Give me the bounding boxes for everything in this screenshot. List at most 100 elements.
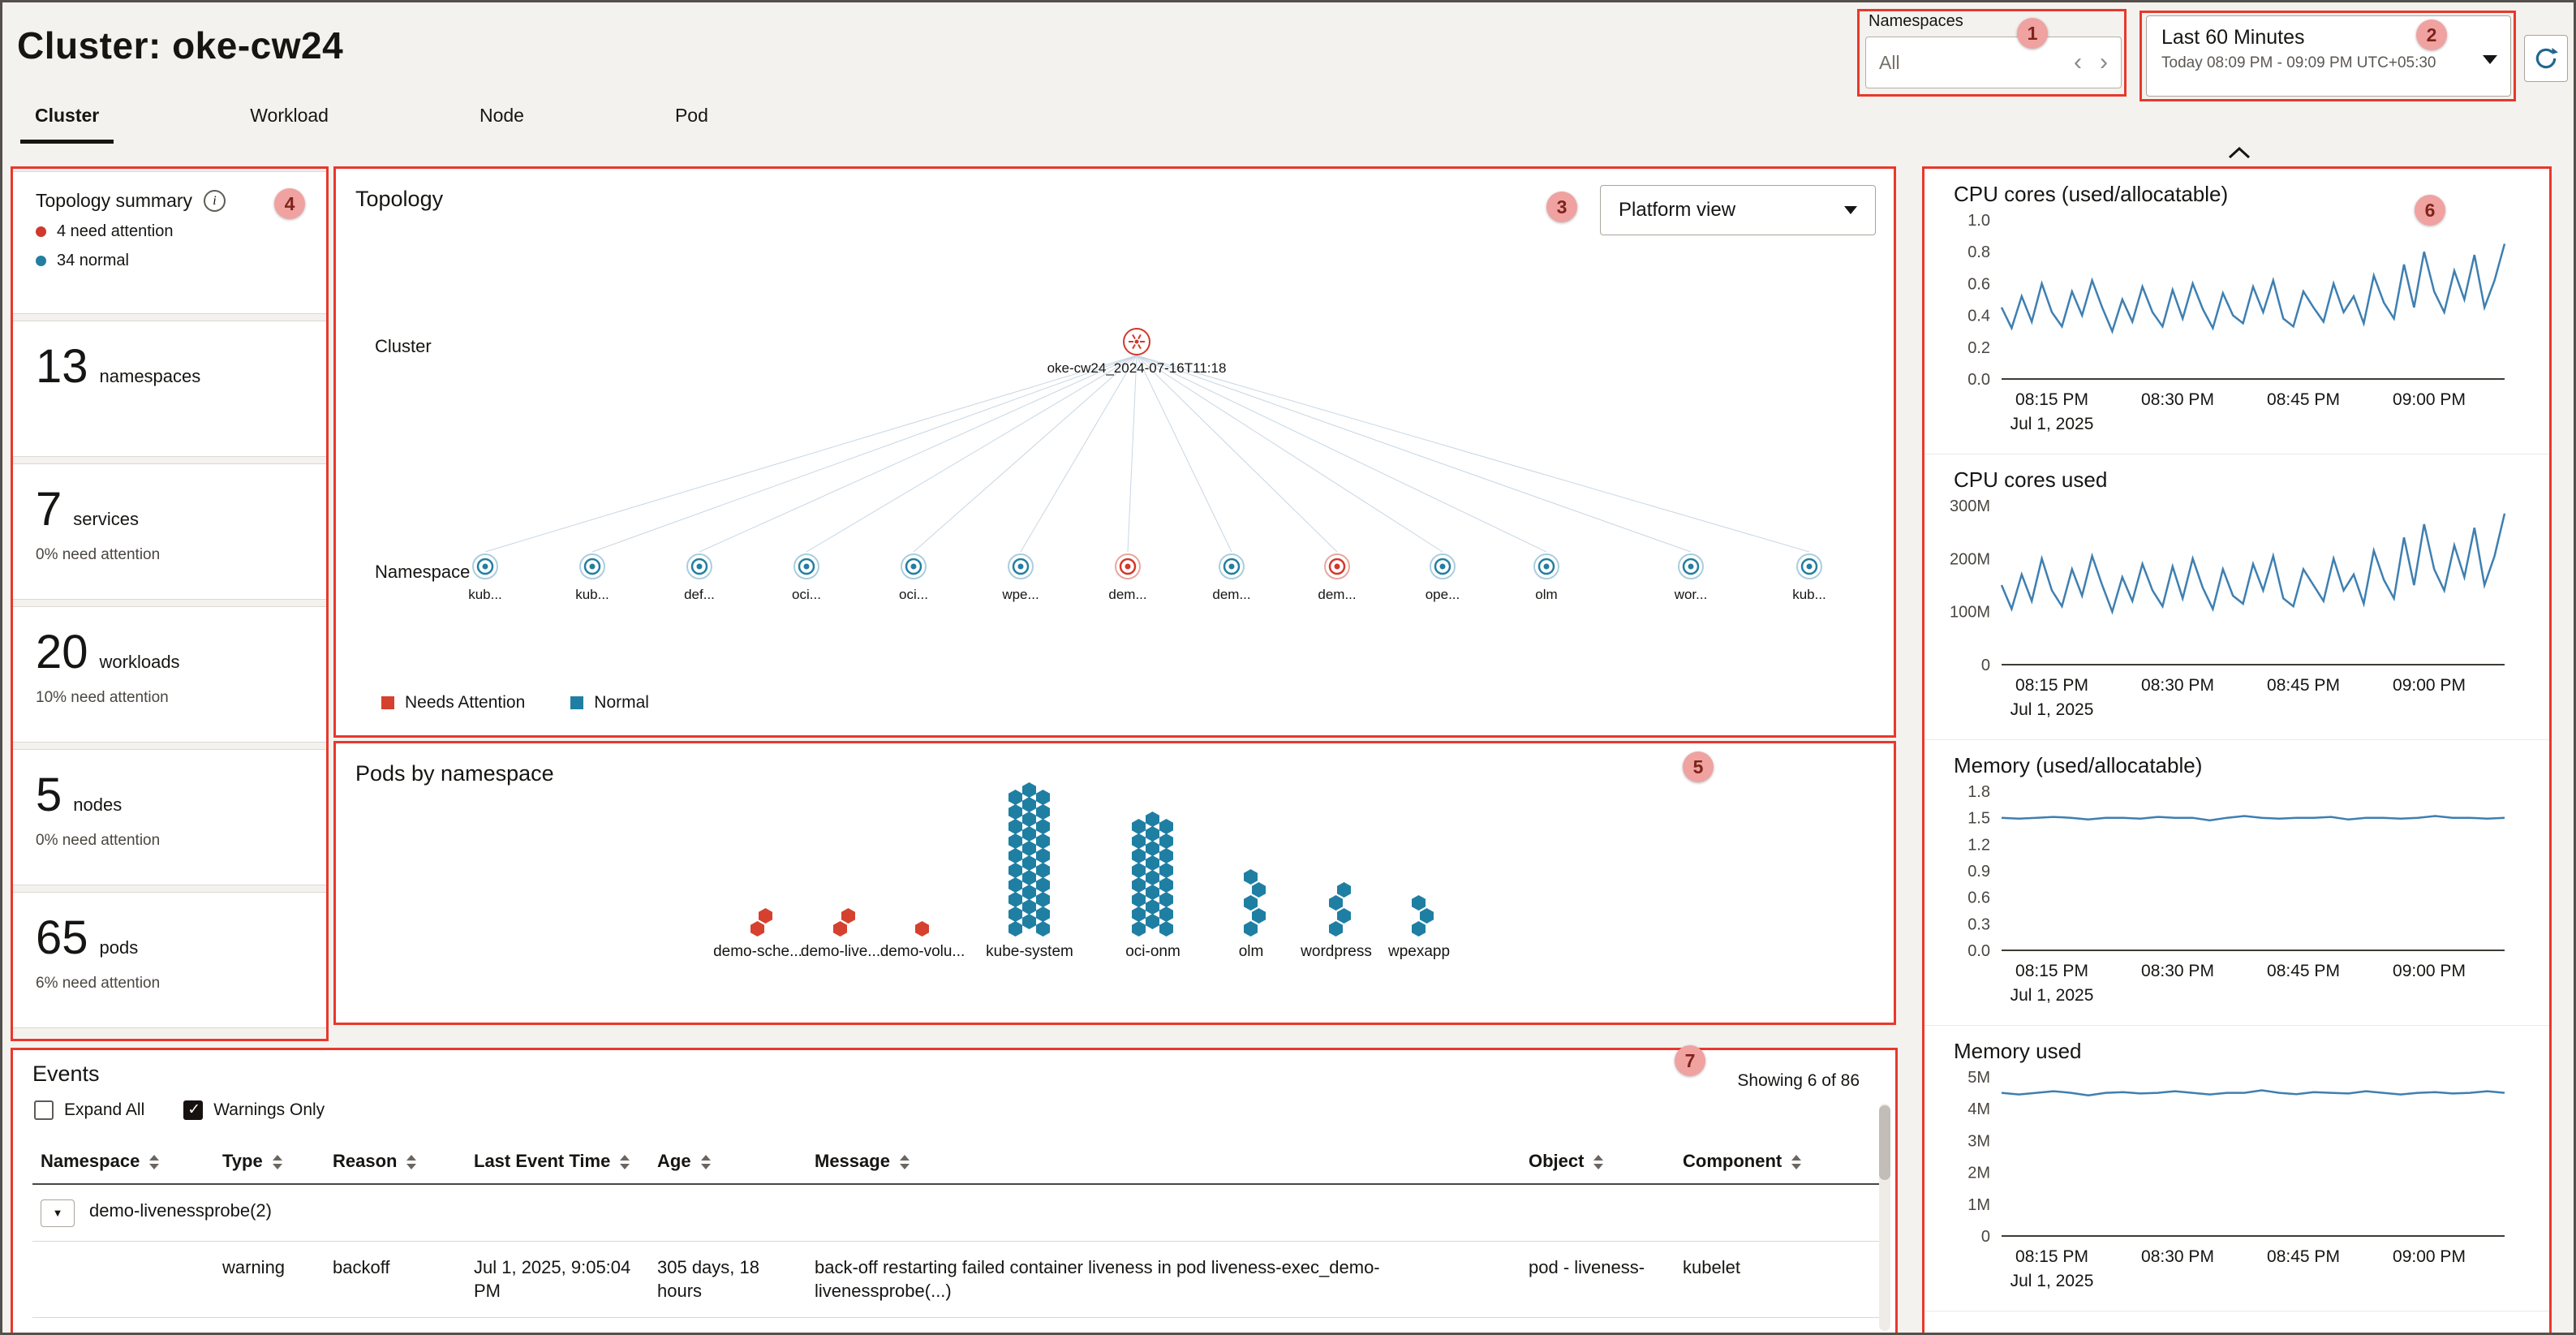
info-icon[interactable]: i bbox=[204, 190, 226, 212]
pod-hex-icon bbox=[833, 921, 847, 937]
sort-icon[interactable] bbox=[149, 1155, 160, 1169]
column-header-object[interactable]: Object bbox=[1520, 1139, 1675, 1185]
namespace-node[interactable]: kub... bbox=[1792, 553, 1826, 602]
pod-hex-icon bbox=[1132, 921, 1146, 937]
stat-value: 65 bbox=[36, 911, 88, 964]
namespace-row-label: Namespace bbox=[375, 562, 471, 582]
svg-text:08:30 PM: 08:30 PM bbox=[2141, 962, 2214, 980]
svg-text:0.6: 0.6 bbox=[1967, 889, 1990, 907]
namespace-node-label: kub... bbox=[1792, 587, 1826, 602]
namespace-node[interactable]: oci... bbox=[792, 553, 821, 602]
topology-panel: Topology Platform view Cluster Namespace… bbox=[335, 168, 1894, 736]
stat-label: namespaces bbox=[99, 366, 201, 386]
sort-icon[interactable] bbox=[406, 1155, 417, 1169]
svg-text:08:15 PM: 08:15 PM bbox=[2015, 1247, 2088, 1266]
svg-text:0.4: 0.4 bbox=[1967, 308, 1990, 325]
column-header-message[interactable]: Message bbox=[806, 1139, 1520, 1185]
svg-text:0: 0 bbox=[1981, 657, 1990, 674]
sort-icon[interactable] bbox=[620, 1155, 630, 1169]
tab-cluster[interactable]: Cluster bbox=[20, 98, 114, 144]
events-scrollbar[interactable] bbox=[1879, 1104, 1890, 1331]
pod-hex-icon bbox=[1159, 907, 1173, 922]
tab-pod[interactable]: Pod bbox=[674, 105, 708, 126]
namespace-node-label: dem... bbox=[1318, 587, 1356, 602]
column-header-last-event-time[interactable]: Last Event Time bbox=[466, 1139, 649, 1185]
pod-hex-icon bbox=[1244, 921, 1258, 937]
stat-card-pods[interactable]: 65 pods 6% need attention bbox=[12, 892, 327, 1028]
namespace-node[interactable]: wor... bbox=[1674, 553, 1708, 602]
pod-hex-icon bbox=[1008, 790, 1022, 805]
svg-text:09:00 PM: 09:00 PM bbox=[2393, 962, 2466, 980]
expand-all-checkbox[interactable]: Expand All bbox=[34, 1100, 144, 1120]
namespace-node[interactable]: dem... bbox=[1108, 553, 1147, 602]
tab-workload[interactable]: Workload bbox=[250, 105, 329, 126]
svg-text:Jul 1, 2025: Jul 1, 2025 bbox=[2010, 986, 2094, 1005]
sort-icon[interactable] bbox=[700, 1155, 711, 1169]
svg-text:08:30 PM: 08:30 PM bbox=[2141, 390, 2214, 409]
namespace-node[interactable]: ope... bbox=[1426, 553, 1460, 602]
namespace-node[interactable]: wpe... bbox=[1001, 553, 1039, 602]
namespace-node[interactable]: kub... bbox=[468, 553, 502, 602]
stat-card-nodes[interactable]: 5 nodes 0% need attention bbox=[12, 749, 327, 885]
sort-icon[interactable] bbox=[899, 1155, 910, 1169]
namespace-node[interactable]: kub... bbox=[575, 553, 609, 602]
chart-plot: 300M 200M 100M 0 08:15 PM 08:30 PM 08:45 PM 09:… bbox=[1950, 497, 2506, 719]
scrollbar-thumb[interactable] bbox=[1879, 1105, 1890, 1180]
namespace-node[interactable]: dem... bbox=[1318, 553, 1357, 602]
pod-hex-icon bbox=[1146, 885, 1159, 900]
sort-icon[interactable] bbox=[272, 1155, 282, 1169]
stat-card-workloads[interactable]: 20 workloads 10% need attention bbox=[12, 606, 327, 743]
event-group-row[interactable]: ▼ demo-livenessprobe(2) bbox=[32, 1184, 1887, 1242]
column-header-reason[interactable]: Reason bbox=[325, 1139, 466, 1185]
pods-by-namespace-title: Pods by namespace bbox=[355, 761, 554, 786]
tab-bar: Cluster Workload Node Pod bbox=[20, 98, 845, 144]
namespace-node-label: oci... bbox=[792, 587, 821, 602]
chart-plot: 1.8 1.5 1.2 0.9 0.6 0.3 0.0 08:15 PM 08:30 PM 08:… bbox=[1967, 783, 2505, 1005]
stat-card-services[interactable]: 7 services 0% need attention bbox=[12, 463, 327, 600]
time-range-select[interactable]: Last 60 Minutes Today 08:09 PM - 09:09 P… bbox=[2146, 15, 2511, 97]
warnings-only-checkbox[interactable]: Warnings Only bbox=[183, 1100, 325, 1120]
tab-node[interactable]: Node bbox=[479, 105, 524, 126]
column-header-type[interactable]: Type bbox=[214, 1139, 325, 1185]
column-header-age[interactable]: Age bbox=[649, 1139, 806, 1185]
stat-card-namespaces[interactable]: 13 namespaces bbox=[12, 321, 327, 457]
stat-sublabel: 0% need attention bbox=[36, 832, 161, 849]
group-row-label: demo-livenessprobe(2) bbox=[89, 1200, 272, 1221]
namespace-node[interactable]: dem... bbox=[1212, 553, 1251, 602]
chart-title: Memory (used/allocatable) bbox=[1954, 753, 2203, 777]
collapse-button[interactable] bbox=[2220, 139, 2259, 166]
event-row[interactable]: warning backoff Jul 1, 2025, 9:05:04 PM 305… bbox=[32, 1241, 1887, 1319]
svg-text:1.2: 1.2 bbox=[1967, 836, 1990, 854]
next-page-icon[interactable]: › bbox=[2100, 49, 2108, 75]
pod-hex-icon bbox=[1036, 892, 1050, 907]
sort-icon[interactable] bbox=[1593, 1155, 1604, 1169]
stat-sublabel: 6% need attention bbox=[36, 975, 161, 992]
refresh-button[interactable] bbox=[2524, 35, 2568, 82]
column-header-namespace[interactable]: Namespace bbox=[32, 1139, 214, 1185]
annotation-badge-7: 7 bbox=[1675, 1045, 1705, 1076]
pod-hex-icon bbox=[1132, 907, 1146, 922]
namespace-node[interactable]: olm bbox=[1533, 553, 1559, 602]
collapse-group-button[interactable]: ▼ bbox=[41, 1199, 75, 1227]
namespaces-select[interactable]: All ‹ › bbox=[1865, 37, 2122, 88]
svg-text:300M: 300M bbox=[1950, 497, 1990, 515]
pod-hex-icon bbox=[1008, 819, 1022, 834]
topology-view-select[interactable]: Platform view bbox=[1600, 185, 1876, 235]
column-header-component[interactable]: Component bbox=[1675, 1139, 1887, 1185]
namespaces-value: All bbox=[1879, 51, 1900, 73]
pod-hex-icon bbox=[1008, 848, 1022, 863]
pod-hex-icon bbox=[1146, 841, 1159, 856]
namespace-node[interactable]: def... bbox=[684, 553, 715, 602]
sort-icon[interactable] bbox=[1791, 1155, 1802, 1169]
refresh-icon bbox=[2535, 47, 2558, 69]
chart-plot: 5M 4M 3M 2M 1M 0 08:15 PM 08:30 PM 08:45 PM 09:00… bbox=[1967, 1069, 2505, 1290]
cluster-node[interactable]: oke-cw24_2024-07-16T11:18 bbox=[1047, 328, 1227, 376]
stat-label: services bbox=[73, 509, 139, 529]
pod-hex-icon bbox=[1022, 826, 1036, 842]
status-dot-icon bbox=[36, 226, 46, 237]
namespace-node[interactable]: oci... bbox=[899, 553, 928, 602]
prev-page-icon[interactable]: ‹ bbox=[2074, 49, 2082, 75]
pod-hex-icon bbox=[1159, 892, 1173, 907]
stat-sublabel: 10% need attention bbox=[36, 689, 169, 706]
events-table: Namespace Type Reason Last Event Time Age Mes… bbox=[32, 1139, 1887, 1319]
